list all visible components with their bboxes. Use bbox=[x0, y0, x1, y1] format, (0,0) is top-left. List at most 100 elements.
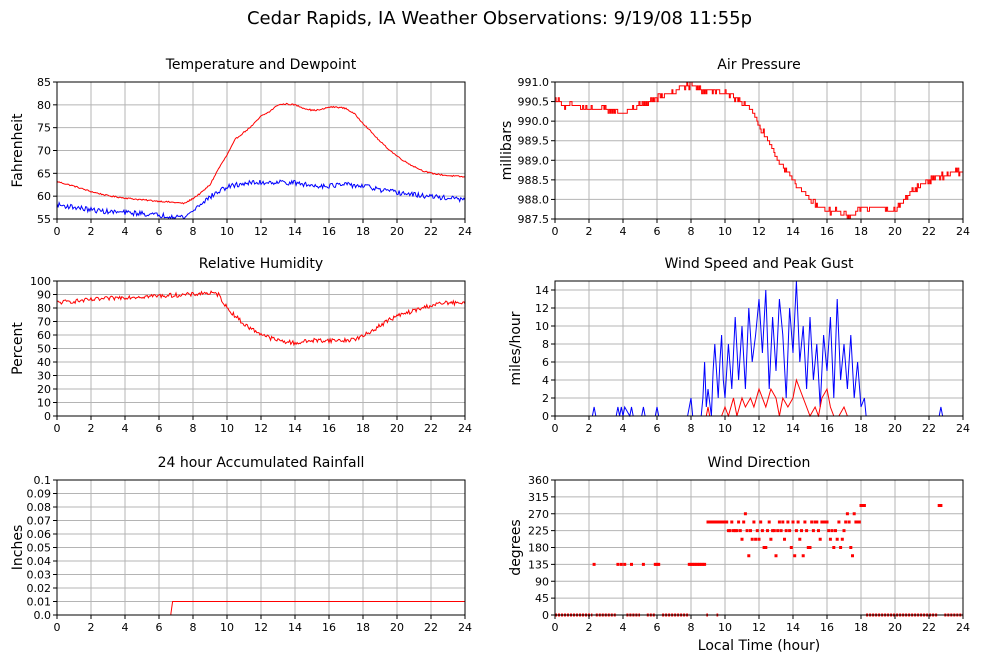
wind-direction-point bbox=[813, 520, 817, 524]
chart-title: Temperature and Dewpoint bbox=[165, 57, 357, 73]
wind-direction-point bbox=[767, 520, 771, 524]
wind-direction-point bbox=[715, 520, 718, 524]
y-tick-label: 0.05 bbox=[27, 542, 52, 555]
chart-title: Relative Humidity bbox=[199, 256, 323, 272]
y-axis-label: millibars bbox=[499, 121, 515, 181]
y-tick-label: 315 bbox=[528, 491, 549, 504]
x-tick-label: 8 bbox=[190, 422, 197, 435]
wind-direction-point bbox=[689, 562, 693, 566]
y-tick-label: 90 bbox=[37, 289, 51, 302]
x-tick-label: 8 bbox=[190, 225, 197, 238]
wind-direction-point bbox=[852, 512, 856, 516]
wind-direction-point bbox=[939, 504, 943, 507]
wind-direction-point bbox=[808, 546, 812, 549]
y-tick-label: 988.5 bbox=[518, 174, 550, 187]
x-tick-label: 14 bbox=[288, 621, 302, 634]
wind-direction-point bbox=[691, 562, 695, 566]
x-tick-label: 6 bbox=[156, 225, 163, 238]
wind-direction-point bbox=[764, 546, 768, 549]
x-tick-label: 6 bbox=[156, 621, 163, 634]
x-tick-label: 24 bbox=[956, 422, 970, 435]
wind-direction-point bbox=[805, 529, 809, 533]
series-line-0 bbox=[57, 102, 465, 205]
wind-direction-point bbox=[769, 537, 773, 541]
y-axis-label: Fahrenheit bbox=[10, 113, 26, 188]
y-tick-label: 0.06 bbox=[27, 528, 52, 541]
wind-direction-point bbox=[726, 529, 730, 533]
wind-direction-point bbox=[723, 520, 727, 524]
y-tick-label: 2 bbox=[542, 392, 549, 405]
x-tick-label: 20 bbox=[390, 225, 404, 238]
y-tick-label: 987.5 bbox=[518, 213, 550, 226]
wind-direction-point bbox=[798, 537, 802, 541]
wind-direction-point bbox=[653, 562, 657, 566]
x-tick-label: 10 bbox=[220, 422, 234, 435]
x-tick-label: 16 bbox=[322, 422, 336, 435]
x-tick-label: 4 bbox=[620, 225, 627, 238]
x-tick-label: 16 bbox=[322, 225, 336, 238]
wind-direction-point bbox=[859, 504, 863, 507]
y-tick-label: 180 bbox=[528, 542, 549, 555]
wind-direction-point bbox=[784, 529, 788, 533]
x-tick-label: 12 bbox=[254, 422, 268, 435]
y-tick-label: 0.04 bbox=[27, 555, 52, 568]
wind-direction-point bbox=[757, 537, 761, 541]
x-tick-label: 24 bbox=[458, 621, 472, 634]
wind-direction-point bbox=[801, 554, 805, 558]
y-tick-label: 0.1 bbox=[34, 474, 52, 487]
wind-direction-point bbox=[747, 554, 751, 558]
wind-direction-point bbox=[696, 562, 700, 566]
x-tick-label: 18 bbox=[356, 225, 370, 238]
y-tick-label: 4 bbox=[542, 374, 549, 387]
y-tick-label: 14 bbox=[535, 284, 549, 297]
wind-direction-point bbox=[716, 520, 720, 524]
x-tick-label: 0 bbox=[552, 225, 559, 238]
x-tick-label: 6 bbox=[654, 621, 661, 634]
x-tick-label: 2 bbox=[88, 422, 95, 435]
wind-direction-point bbox=[718, 520, 722, 524]
y-tick-label: 0.02 bbox=[27, 582, 52, 595]
wind-direction-point bbox=[837, 520, 841, 524]
wind-direction-point bbox=[725, 520, 729, 524]
x-tick-label: 4 bbox=[122, 621, 129, 634]
wind-direction-point bbox=[742, 520, 746, 524]
x-tick-label: 8 bbox=[688, 621, 695, 634]
wind-direction-point bbox=[750, 537, 754, 541]
y-tick-label: 30 bbox=[37, 370, 51, 383]
y-axis-label: Percent bbox=[10, 322, 26, 375]
wind-direction-point bbox=[776, 529, 780, 533]
wind-direction-point bbox=[825, 520, 829, 524]
x-tick-label: 10 bbox=[718, 422, 732, 435]
wind-direction-point bbox=[791, 520, 795, 524]
wind-direction-point bbox=[711, 520, 715, 524]
wind-direction-point bbox=[832, 546, 836, 549]
wind-direction-point bbox=[732, 529, 735, 533]
wind-direction-point bbox=[796, 520, 800, 524]
y-tick-label: 360 bbox=[528, 474, 549, 487]
wind-direction-point bbox=[789, 546, 793, 549]
y-tick-label: 55 bbox=[37, 213, 51, 226]
x-tick-label: 22 bbox=[922, 621, 936, 634]
wind-direction-point bbox=[810, 520, 814, 524]
y-tick-label: 8 bbox=[542, 338, 549, 351]
x-tick-label: 4 bbox=[620, 621, 627, 634]
wind-direction-point bbox=[619, 562, 623, 566]
wind-direction-point bbox=[749, 529, 752, 533]
x-tick-label: 8 bbox=[190, 621, 197, 634]
y-tick-label: 60 bbox=[37, 329, 51, 342]
wind-direction-point bbox=[655, 562, 659, 566]
series-line-0 bbox=[555, 81, 963, 220]
wind-direction-point bbox=[779, 529, 783, 533]
wind-direction-point bbox=[737, 520, 741, 524]
x-tick-label: 12 bbox=[752, 621, 766, 634]
y-tick-label: 70 bbox=[37, 145, 51, 158]
wind-direction-point bbox=[818, 537, 822, 541]
x-tick-label: 22 bbox=[424, 422, 438, 435]
wind-direction-point bbox=[793, 554, 797, 558]
wind-direction-point bbox=[835, 537, 839, 541]
x-tick-label: 16 bbox=[820, 621, 834, 634]
y-tick-label: 989.0 bbox=[518, 154, 550, 167]
x-tick-label: 20 bbox=[888, 621, 902, 634]
x-tick-label: 24 bbox=[956, 225, 970, 238]
y-tick-label: 50 bbox=[37, 343, 51, 356]
